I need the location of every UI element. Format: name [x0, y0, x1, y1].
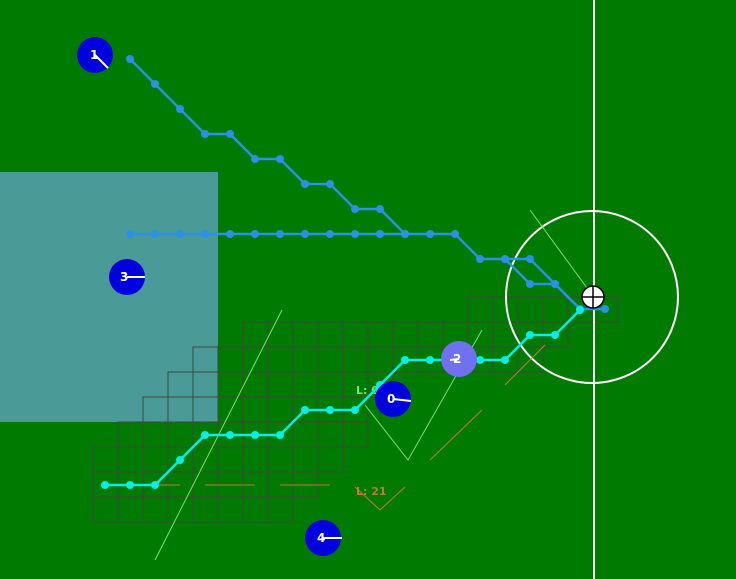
- path-node: [276, 431, 284, 439]
- path-node: [301, 180, 309, 188]
- grid-cell: [517, 346, 544, 373]
- path-node: [201, 230, 209, 238]
- path-node: [476, 356, 484, 364]
- grid-cell: [317, 446, 344, 473]
- path-node: [251, 155, 259, 163]
- path-node: [301, 406, 309, 414]
- path-node: [376, 230, 384, 238]
- player-number: 4: [317, 531, 325, 545]
- path-node: [351, 205, 359, 213]
- path-node: [526, 280, 534, 288]
- debug-label-lower: L: 21: [356, 485, 387, 498]
- soccer-ball-icon[interactable]: [581, 285, 605, 309]
- path-node: [126, 481, 134, 489]
- player-3[interactable]: 3: [109, 259, 145, 295]
- path-node: [326, 180, 334, 188]
- player-number: 2: [453, 352, 461, 366]
- path-node: [201, 130, 209, 138]
- player-0[interactable]: 0: [375, 381, 412, 417]
- path-node: [251, 431, 259, 439]
- path-node: [201, 431, 209, 439]
- player-number: 0: [387, 392, 395, 406]
- path-node: [101, 481, 109, 489]
- player-number: 1: [90, 48, 98, 62]
- path-node: [276, 155, 284, 163]
- path-branch: [505, 257, 581, 310]
- path-node: [551, 331, 559, 339]
- path-node: [301, 230, 309, 238]
- grid-cell: [267, 496, 294, 523]
- path-node: [126, 230, 134, 238]
- path-node: [551, 280, 559, 288]
- path-node: [226, 431, 234, 439]
- player-4[interactable]: 4: [305, 520, 342, 556]
- center-circle: [505, 210, 679, 384]
- path-node: [451, 230, 459, 238]
- path-player-2: [105, 309, 581, 487]
- path-node: [426, 230, 434, 238]
- path-node: [251, 230, 259, 238]
- path-node: [226, 130, 234, 138]
- path-node: [326, 230, 334, 238]
- path-player-3: [130, 232, 605, 311]
- path-node: [376, 205, 384, 213]
- path-node: [526, 255, 534, 263]
- path-node: [151, 230, 159, 238]
- player-number: 3: [120, 270, 128, 284]
- path-node: [176, 456, 184, 464]
- path-node: [501, 255, 509, 263]
- path-node: [401, 230, 409, 238]
- debug-label-upper: L: 0: [356, 384, 379, 397]
- path-node: [276, 230, 284, 238]
- path-node: [176, 230, 184, 238]
- path-node: [426, 356, 434, 364]
- player-1[interactable]: 1: [77, 37, 113, 73]
- path-node: [176, 105, 184, 113]
- path-player-1: [129, 58, 406, 235]
- path-node: [401, 356, 409, 364]
- path-node: [326, 406, 334, 414]
- path-node: [526, 331, 534, 339]
- path-node: [351, 406, 359, 414]
- path-node: [226, 230, 234, 238]
- path-node: [576, 306, 584, 314]
- grid-cell: [342, 421, 369, 448]
- player-2[interactable]: 2: [441, 341, 477, 377]
- planned-paths: [101, 55, 609, 489]
- path-node: [476, 255, 484, 263]
- path-node: [151, 80, 159, 88]
- path-node: [351, 230, 359, 238]
- path-node: [126, 55, 134, 63]
- path-node: [601, 305, 609, 313]
- highlight-zone: [0, 172, 218, 422]
- path-node: [501, 356, 509, 364]
- path-node: [151, 481, 159, 489]
